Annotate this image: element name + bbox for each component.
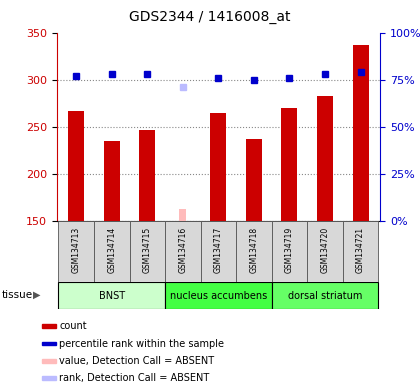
Bar: [42, 376, 56, 380]
Bar: [317, 96, 333, 221]
Bar: [165, 221, 201, 282]
Text: ▶: ▶: [33, 290, 41, 300]
Bar: [139, 131, 155, 221]
Bar: [42, 324, 56, 328]
Text: GSM134719: GSM134719: [285, 227, 294, 273]
Text: BNST: BNST: [99, 291, 125, 301]
Text: count: count: [60, 321, 87, 331]
Bar: [68, 111, 84, 221]
Text: GSM134717: GSM134717: [214, 227, 223, 273]
Bar: [94, 221, 129, 282]
Bar: [343, 221, 378, 282]
Text: GSM134721: GSM134721: [356, 227, 365, 273]
Text: value, Detection Call = ABSENT: value, Detection Call = ABSENT: [60, 356, 215, 366]
Bar: [210, 113, 226, 221]
Bar: [307, 221, 343, 282]
Bar: [58, 221, 94, 282]
Text: GSM134720: GSM134720: [320, 227, 330, 273]
Text: GSM134718: GSM134718: [249, 227, 258, 273]
Text: GDS2344 / 1416008_at: GDS2344 / 1416008_at: [129, 10, 291, 23]
Text: GSM134714: GSM134714: [107, 227, 116, 273]
Text: dorsal striatum: dorsal striatum: [288, 291, 362, 301]
Text: tissue: tissue: [2, 290, 33, 300]
Bar: [58, 282, 165, 309]
Text: GSM134715: GSM134715: [143, 227, 152, 273]
Bar: [272, 282, 378, 309]
Bar: [201, 221, 236, 282]
Bar: [179, 209, 186, 221]
Bar: [42, 359, 56, 362]
Text: percentile rank within the sample: percentile rank within the sample: [60, 339, 224, 349]
Text: GSM134716: GSM134716: [178, 227, 187, 273]
Text: GSM134713: GSM134713: [72, 227, 81, 273]
Bar: [104, 141, 120, 221]
Bar: [129, 221, 165, 282]
Bar: [281, 108, 297, 221]
Bar: [272, 221, 307, 282]
Bar: [165, 282, 272, 309]
Text: nucleus accumbens: nucleus accumbens: [170, 291, 267, 301]
Bar: [352, 45, 369, 221]
Bar: [236, 221, 272, 282]
Bar: [42, 341, 56, 346]
Bar: [246, 139, 262, 221]
Text: rank, Detection Call = ABSENT: rank, Detection Call = ABSENT: [60, 373, 210, 383]
